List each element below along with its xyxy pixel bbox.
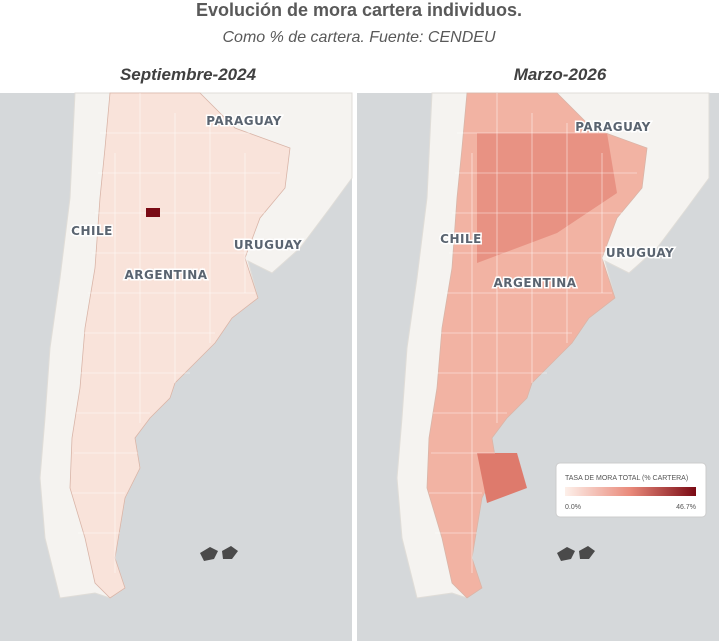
map-label: URUGUAY [606, 246, 674, 260]
map-label: PARAGUAY [206, 114, 282, 128]
map-label: ARGENTINA [493, 276, 576, 290]
legend-max: 46.7% [676, 504, 696, 511]
map-left: PARAGUAY CHILE URUGUAY ARGENTINA [0, 92, 353, 641]
map-label: PARAGUAY [575, 120, 651, 134]
map-label: URUGUAY [234, 238, 302, 252]
legend-min: 0.0% [565, 504, 581, 511]
subtitle: Como % de cartera. Fuente: CENDEU [223, 29, 496, 46]
map-title: Marzo-2026 [514, 65, 607, 84]
map-label: ARGENTINA [124, 268, 207, 282]
legend: TASA DE MORA TOTAL (% CARTERA) 0.0% 46.7… [555, 462, 707, 518]
legend-title: TASA DE MORA TOTAL (% CARTERA) [565, 475, 688, 482]
map-title: Septiembre-2024 [120, 65, 257, 84]
map-label: CHILE [440, 232, 482, 246]
map-label: CHILE [71, 224, 113, 238]
map-right: PARAGUAY CHILE URUGUAY ARGENTINA [357, 92, 719, 641]
title: Evolución de mora cartera individuos. [196, 0, 522, 20]
